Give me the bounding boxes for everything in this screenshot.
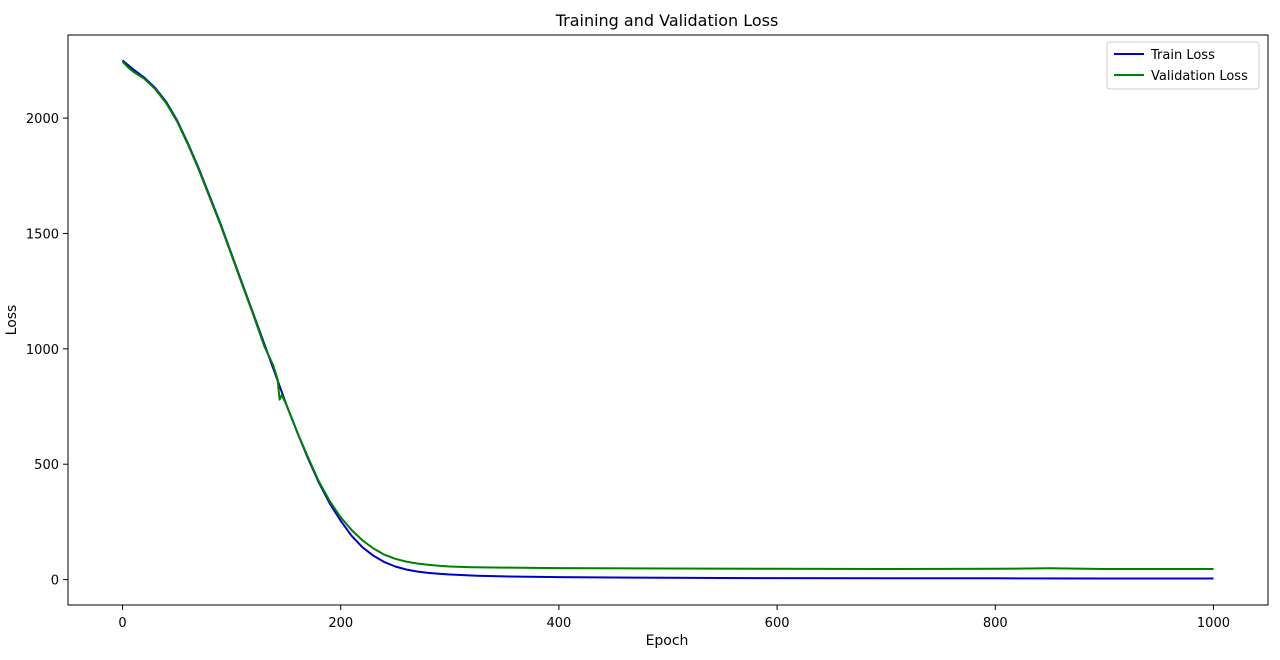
x-tick-label: 800 — [983, 616, 1008, 631]
y-tick-label: 1000 — [26, 343, 59, 358]
y-axis-label: Loss — [4, 305, 20, 336]
x-tick-label: 400 — [546, 616, 571, 631]
x-tick-label: 1000 — [1197, 616, 1230, 631]
legend: Train Loss Validation Loss — [1106, 41, 1260, 90]
y-tick-label: 500 — [34, 458, 59, 473]
chart-title: Training and Validation Loss — [555, 11, 779, 30]
y-tick-label: 1500 — [26, 227, 59, 242]
legend-label-train: Train Loss — [1150, 48, 1215, 63]
x-axis-label: Epoch — [646, 633, 689, 649]
series-line-train-loss — [121, 59, 1214, 580]
series-layer — [121, 59, 1214, 580]
legend-label-validation: Validation Loss — [1151, 69, 1248, 84]
ticks-layer: 0 200 400 600 800 1000 0 500 1000 1500 2000 — [26, 112, 1230, 631]
x-tick-label: 0 — [118, 616, 126, 631]
series-line-validation-loss — [121, 60, 1214, 570]
y-tick-label: 0 — [51, 574, 59, 589]
plot-frame — [67, 34, 1269, 606]
legend-box — [1106, 41, 1260, 90]
x-tick-label: 600 — [765, 616, 790, 631]
y-tick-label: 2000 — [26, 112, 59, 127]
x-tick-label: 200 — [328, 616, 353, 631]
